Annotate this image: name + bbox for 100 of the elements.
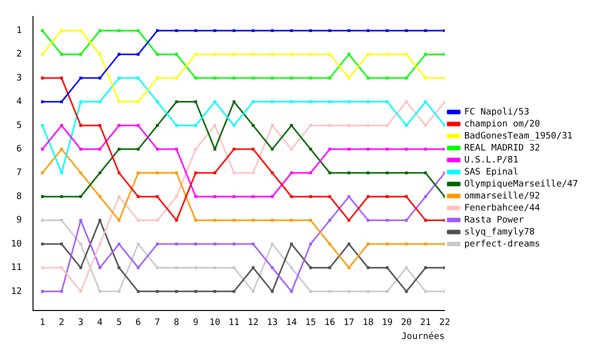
point — [252, 52, 255, 56]
x-tick-label: 9 — [192, 318, 198, 328]
point — [156, 266, 159, 270]
point — [404, 148, 408, 151]
point — [366, 52, 370, 56]
point — [252, 171, 255, 174]
y-tick-label: 8 — [16, 192, 22, 202]
point — [270, 124, 274, 127]
point — [328, 242, 332, 246]
point — [328, 290, 332, 293]
point — [404, 29, 408, 32]
point — [252, 76, 255, 80]
point — [98, 29, 102, 32]
point — [156, 290, 159, 293]
y-tick-label: 10 — [10, 239, 22, 250]
y-tick-label: 3 — [16, 73, 22, 84]
point — [386, 195, 389, 198]
x-tick-label: 17 — [344, 318, 354, 328]
point — [156, 29, 159, 32]
point — [328, 29, 332, 32]
point — [309, 76, 312, 80]
point — [270, 242, 274, 246]
point — [424, 52, 427, 56]
point — [213, 124, 216, 127]
point — [386, 29, 389, 32]
point — [156, 218, 159, 222]
point — [290, 52, 293, 56]
point — [98, 266, 102, 270]
point — [118, 148, 120, 151]
point — [232, 100, 236, 104]
y-tick-label: 2 — [16, 50, 22, 60]
point — [252, 266, 255, 270]
point — [136, 242, 140, 246]
point — [156, 242, 159, 246]
point — [98, 218, 102, 222]
point — [290, 266, 293, 270]
point — [213, 290, 216, 293]
x-tick-label: 2 — [58, 318, 64, 328]
x-tick-label: 15 — [305, 318, 316, 328]
point — [252, 195, 255, 198]
x-tick-label: 22 — [439, 318, 450, 328]
point — [79, 76, 82, 80]
point — [41, 148, 44, 151]
point — [118, 218, 120, 222]
point — [328, 124, 332, 127]
point — [213, 76, 216, 80]
point — [366, 148, 370, 151]
point — [194, 29, 198, 32]
point — [41, 218, 44, 222]
point — [404, 171, 408, 174]
point — [79, 124, 82, 127]
point — [348, 100, 350, 104]
point — [98, 195, 102, 198]
point — [252, 100, 255, 104]
point — [252, 242, 255, 246]
y-tick-label: 12 — [10, 286, 22, 297]
point — [136, 195, 140, 198]
y-tick-label: 7 — [16, 168, 22, 178]
point — [270, 29, 274, 32]
point — [98, 100, 102, 104]
x-tick-label: 1 — [40, 318, 46, 328]
x-tick-label: 16 — [324, 318, 336, 328]
point — [290, 171, 293, 174]
point — [79, 171, 82, 174]
point — [98, 124, 102, 127]
point — [118, 266, 120, 270]
point — [175, 100, 178, 104]
point — [252, 29, 255, 32]
point — [60, 52, 63, 56]
point — [79, 195, 82, 198]
point — [136, 171, 140, 174]
point — [424, 148, 427, 151]
point — [232, 218, 236, 222]
point — [309, 29, 312, 32]
point — [194, 195, 198, 198]
point — [252, 124, 255, 127]
point — [386, 171, 389, 174]
point — [348, 148, 350, 151]
point — [79, 242, 82, 246]
point — [41, 52, 44, 56]
point — [98, 148, 102, 151]
point — [175, 52, 178, 56]
point — [309, 242, 312, 246]
point — [424, 218, 427, 222]
point — [404, 52, 408, 56]
point — [136, 76, 140, 80]
y-tick-label: 9 — [16, 216, 22, 226]
point — [270, 171, 274, 174]
point — [156, 76, 159, 80]
point — [366, 100, 370, 104]
point — [309, 52, 312, 56]
y-tick-label: 6 — [16, 144, 22, 155]
point — [348, 218, 350, 222]
x-tick-label: 6 — [135, 318, 141, 328]
point — [290, 100, 293, 104]
point — [386, 290, 389, 293]
x-tick-label: 13 — [266, 318, 278, 328]
legend-label: perfect-dreams — [464, 239, 540, 250]
legend-label: SAS Epinal — [464, 167, 518, 178]
point — [156, 52, 159, 56]
